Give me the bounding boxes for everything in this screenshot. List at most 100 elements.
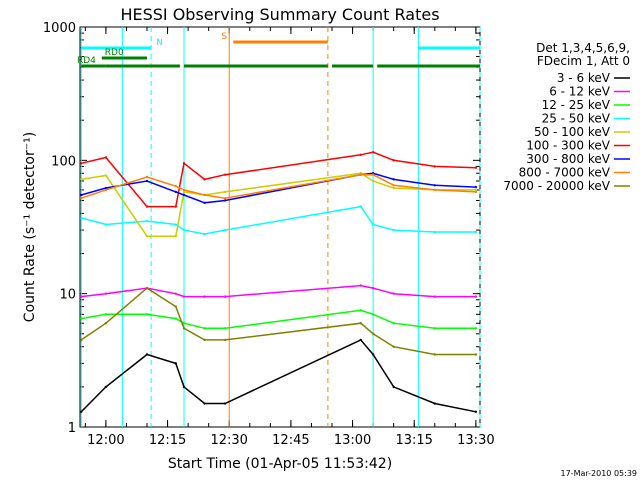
x-tick-label: 13:30 [457,433,494,448]
data-point [371,313,375,316]
chart-title: HESSI Observing Summary Count Rates [120,5,439,24]
flag-label: N [156,38,163,48]
data-point [433,295,436,298]
data-point [392,322,395,325]
data-point [392,228,395,232]
data-point [182,188,186,192]
data-point [371,223,375,226]
data-point [223,295,227,298]
data-point [145,205,149,208]
data-point [371,286,375,290]
data-point [203,193,206,197]
data-point [145,175,149,179]
data-point [223,199,227,202]
series-line [80,338,477,413]
data-point [474,327,478,330]
y-tick-label: 10 [59,288,76,303]
data-point [182,327,186,330]
data-point [371,179,375,183]
footer-timestamp: 17-Mar-2010 05:39 [561,469,638,478]
data-point [104,156,108,159]
data-point [392,292,395,295]
data-point [359,284,362,287]
data-point [104,313,108,316]
x-tick-label: 13:00 [334,433,371,448]
data-point [223,228,227,232]
data-point [174,184,177,188]
x-tick-label: 12:30 [210,433,247,448]
data-point [392,159,395,162]
x-tick-label: 12:00 [87,433,124,448]
data-point [145,286,149,290]
data-point [104,188,108,192]
data-point [223,190,227,194]
data-point [174,317,177,320]
data-point [359,309,362,312]
y-tick-label: 100 [51,154,76,169]
data-point [182,193,186,197]
flag-label: S [221,32,227,42]
series-line [80,172,476,204]
legend-label: 300 - 800 keV [526,152,610,166]
series-line [80,287,476,356]
data-point [203,295,206,298]
x-tick-label: 12:15 [149,433,186,448]
data-point [80,178,83,181]
legend-label: 800 - 7000 keV [519,166,611,180]
legend-header: Det 1,3,4,5,6,9, [536,41,630,55]
series-line [81,284,476,298]
legend-label: 6 - 12 keV [549,85,611,99]
data-point [203,402,206,405]
data-point [174,234,177,238]
data-point [371,332,375,336]
data-point [359,322,362,325]
data-point [359,153,362,157]
series-line [81,205,476,235]
data-point [80,317,83,320]
data-point [359,338,362,342]
data-point [145,179,149,183]
data-point [203,232,206,236]
y-tick-label: 1 [68,421,76,436]
y-axis-label: Count Rate (s⁻¹ detector⁻¹) [22,132,38,322]
data-point [392,385,395,389]
flag-label: RD4 [77,56,96,66]
data-point [359,205,362,208]
data-point [174,292,177,295]
data-point [433,230,436,234]
data-point [223,173,227,176]
x-tick-label: 13:15 [395,433,432,448]
data-point [182,322,186,325]
data-point [174,223,177,226]
data-point [433,353,436,356]
data-point [433,402,436,405]
x-axis-label: Start Time (01-Apr-05 11:53:42) [168,456,392,472]
data-point [359,173,362,176]
legend-label: 3 - 6 keV [557,71,611,85]
data-point [174,305,177,308]
data-point [80,338,83,342]
data-point [145,353,149,356]
x-tick-label: 12:45 [272,433,309,448]
data-point [80,216,83,220]
data-point [371,353,375,356]
data-point [203,327,206,330]
series-line [81,172,476,237]
data-point [104,174,108,177]
data-point [474,295,478,298]
data-point [145,234,149,238]
data-point [392,186,395,190]
data-point [392,178,395,181]
data-point [203,338,206,342]
data-point [392,345,395,348]
data-point [182,385,186,389]
data-point [474,166,478,169]
data-point [182,295,186,298]
data-point [104,385,108,389]
data-point [433,184,436,187]
data-point [203,178,206,181]
data-point [223,338,227,342]
data-point [174,205,177,208]
data-point [104,186,108,190]
